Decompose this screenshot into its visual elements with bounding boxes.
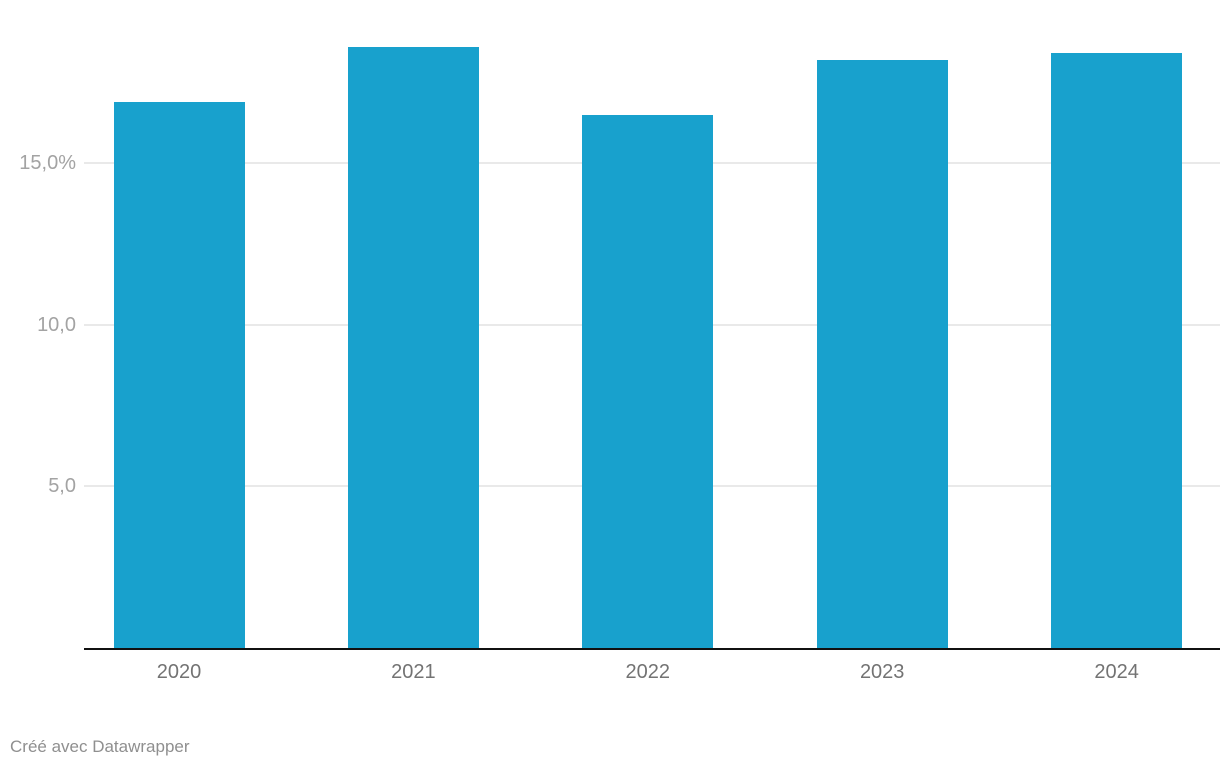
x-tick-label-2022: 2022 — [625, 661, 671, 683]
attribution-text: Créé avec Datawrapper — [10, 737, 190, 756]
x-axis-line — [84, 648, 1220, 650]
y-tick-label-15: 15,0% — [19, 152, 76, 175]
bar-2022[interactable] — [582, 114, 714, 648]
x-tick-label-2024: 2024 — [1094, 661, 1139, 683]
bar-2020[interactable] — [113, 101, 245, 648]
bar-2023[interactable] — [816, 59, 948, 648]
x-tick-label-2021: 2021 — [391, 661, 436, 683]
y-tick-label-10: 10,0 — [37, 313, 76, 336]
bar-2021[interactable] — [347, 46, 479, 648]
x-tick-label-2020: 2020 — [156, 661, 202, 683]
x-tick-label-2023: 2023 — [859, 661, 905, 683]
bar-2024[interactable] — [1051, 53, 1183, 648]
y-tick-label-5: 5,0 — [48, 475, 76, 498]
